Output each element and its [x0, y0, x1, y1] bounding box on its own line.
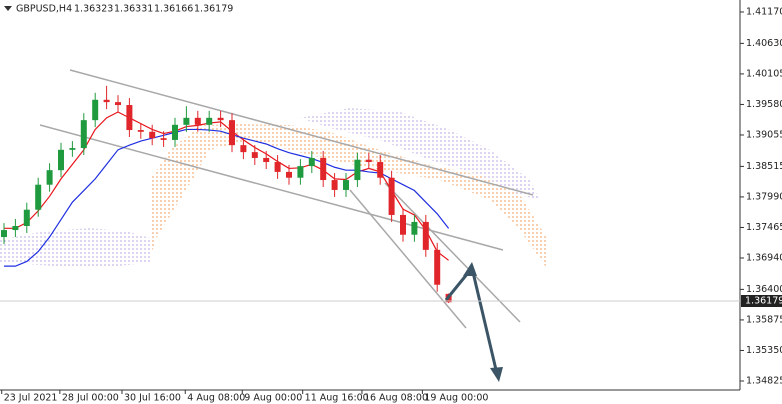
candle-body — [80, 120, 87, 149]
forecast-arrow — [444, 262, 503, 382]
candle-body — [171, 124, 178, 140]
low: 1.36166 — [154, 4, 193, 15]
cloud — [0, 228, 150, 268]
candle-body — [92, 99, 99, 121]
y-tick-label: 1.34825 — [746, 375, 782, 386]
y-tick-label: 1.36940 — [746, 252, 782, 263]
candle-body — [149, 131, 156, 139]
candle-body — [0, 230, 7, 238]
high: 1.36331 — [114, 4, 153, 15]
candle-body — [240, 145, 247, 153]
candle-body — [23, 209, 30, 226]
candle-body — [263, 157, 270, 163]
x-tick-label: 11 Aug 16:00 — [305, 393, 369, 404]
candle-body — [126, 105, 133, 131]
candle-body — [274, 162, 281, 172]
candle-body — [286, 171, 293, 178]
y-tick-label: 1.41170 — [746, 6, 782, 17]
candle-body — [160, 138, 167, 140]
cloud — [300, 108, 540, 200]
candle-body — [422, 221, 429, 250]
y-tick-label: 1.35350 — [746, 345, 782, 356]
price-box — [741, 295, 782, 307]
candle-body — [331, 180, 338, 190]
y-tick-label: 1.37990 — [746, 191, 782, 202]
candle-body — [69, 148, 76, 150]
candle-body — [400, 214, 407, 235]
candle-body — [57, 149, 64, 171]
candle-body — [137, 130, 144, 132]
candle-body — [320, 157, 327, 181]
candle-body — [251, 152, 258, 158]
x-tick-label: 30 Jul 16:00 — [124, 393, 181, 404]
ma-line — [3, 128, 450, 267]
candle-body — [103, 99, 110, 103]
x-tick-label: 4 Aug 08:00 — [187, 393, 245, 404]
y-tick-label: 1.39580 — [746, 99, 782, 110]
candle-body — [228, 120, 235, 146]
y-tick-label: 1.37465 — [746, 222, 782, 233]
x-tick-label: 23 Jul 2021 — [4, 393, 58, 404]
candle-body — [46, 170, 53, 185]
cloud — [150, 124, 548, 270]
y-tick-label: 1.35875 — [746, 314, 782, 325]
close: 1.36179 — [194, 4, 233, 15]
y-tick-label: 1.40105 — [746, 68, 782, 79]
x-tick-label: 9 Aug 00:00 — [244, 393, 302, 404]
candle-body — [308, 157, 315, 167]
y-tick-label: 1.39055 — [746, 129, 782, 140]
candle-body — [12, 225, 19, 231]
x-tick-label: 16 Aug 08:00 — [364, 393, 428, 404]
candle-body — [434, 249, 441, 285]
x-tick-label: 19 Aug 00:00 — [424, 393, 488, 404]
x-tick-label: 28 Jul 00:00 — [62, 393, 119, 404]
menu-icon[interactable] — [4, 6, 12, 11]
candle-body — [411, 221, 418, 235]
price-label: 1.36179 — [745, 296, 782, 307]
symbol: GBPUSD,H4 — [16, 4, 72, 15]
y-tick-label: 1.38515 — [746, 161, 782, 172]
candle-body — [35, 184, 42, 210]
candle-body — [388, 177, 395, 215]
candle-body — [114, 102, 121, 106]
candle-body — [183, 117, 190, 125]
candle-body — [194, 117, 201, 125]
candle-body — [217, 117, 224, 121]
candle-body — [206, 117, 213, 125]
candle-body — [377, 162, 384, 178]
y-tick-label: 1.36400 — [746, 284, 782, 295]
open: 1.36323 — [74, 4, 113, 15]
candle-body — [354, 159, 361, 181]
candle-body — [343, 180, 350, 190]
candle-body — [365, 159, 372, 163]
candle-body — [297, 166, 304, 178]
y-tick-label: 1.40630 — [746, 38, 782, 49]
ma-line — [3, 111, 449, 261]
